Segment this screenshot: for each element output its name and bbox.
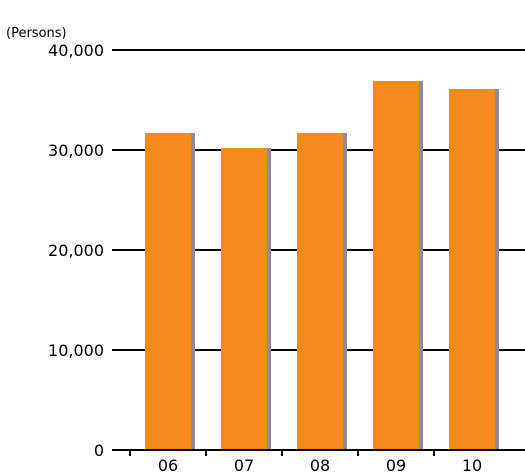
y-tick-label: 0 — [94, 441, 104, 460]
y-tick-label: 20,000 — [48, 241, 104, 260]
y-axis-ticks: 0 10,000 20,000 30,000 40,000 — [48, 41, 104, 460]
y-tick-label: 40,000 — [48, 41, 104, 60]
bar — [221, 148, 267, 450]
x-tick-label: 10 — [462, 456, 482, 475]
y-tick-label: 10,000 — [48, 341, 104, 360]
x-tick-label: 07 — [234, 456, 254, 475]
x-tick-label: 08 — [310, 456, 330, 475]
bar — [449, 89, 495, 450]
bar — [145, 133, 191, 450]
bars — [112, 81, 525, 451]
x-axis-labels: 06 07 08 09 10 — [129, 450, 482, 475]
x-tick-label: 06 — [158, 456, 178, 475]
x-tick-label: 09 — [386, 456, 406, 475]
y-tick-label: 30,000 — [48, 141, 104, 160]
bar — [373, 81, 419, 450]
bar — [297, 133, 343, 450]
y-unit-label: (Persons) — [6, 26, 67, 41]
